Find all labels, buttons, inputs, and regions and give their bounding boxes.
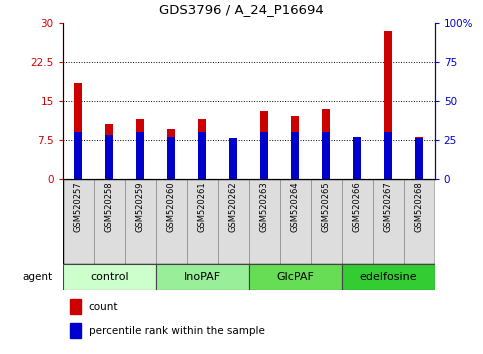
Bar: [229, 138, 237, 179]
Bar: [291, 132, 299, 179]
Bar: [187, 179, 218, 264]
Text: control: control: [90, 272, 128, 282]
Bar: [373, 179, 404, 264]
Text: GSM520260: GSM520260: [167, 181, 176, 232]
Bar: [156, 179, 187, 264]
Bar: [136, 119, 144, 179]
Text: count: count: [89, 302, 118, 312]
Bar: [280, 179, 311, 264]
Bar: [342, 179, 373, 264]
Bar: [260, 111, 268, 179]
Text: GSM520267: GSM520267: [384, 181, 393, 232]
Polygon shape: [50, 269, 61, 285]
Bar: [156, 264, 249, 290]
Bar: [74, 132, 82, 179]
Bar: [311, 179, 342, 264]
Bar: [291, 116, 299, 179]
Bar: [322, 132, 330, 179]
Text: GSM520262: GSM520262: [229, 181, 238, 232]
Text: GSM520263: GSM520263: [260, 181, 269, 232]
Bar: [260, 132, 268, 179]
Bar: [168, 130, 175, 179]
Bar: [415, 138, 423, 179]
Bar: [63, 264, 156, 290]
Bar: [125, 179, 156, 264]
Bar: [168, 137, 175, 179]
Bar: [404, 179, 435, 264]
Bar: [70, 299, 82, 314]
Text: GSM520261: GSM520261: [198, 181, 207, 232]
Bar: [74, 83, 82, 179]
Bar: [136, 132, 144, 179]
Bar: [249, 264, 342, 290]
Bar: [384, 132, 392, 179]
Text: GSM520265: GSM520265: [322, 181, 331, 232]
Text: GSM520259: GSM520259: [136, 181, 145, 232]
Bar: [384, 31, 392, 179]
Bar: [322, 109, 330, 179]
Text: GlcPAF: GlcPAF: [276, 272, 314, 282]
Bar: [199, 119, 206, 179]
Text: GDS3796 / A_24_P16694: GDS3796 / A_24_P16694: [159, 3, 324, 16]
Bar: [70, 324, 82, 338]
Text: GSM520257: GSM520257: [74, 181, 83, 232]
Bar: [218, 179, 249, 264]
Bar: [105, 135, 113, 179]
Bar: [63, 179, 94, 264]
Text: percentile rank within the sample: percentile rank within the sample: [89, 326, 265, 336]
Bar: [354, 137, 361, 179]
Text: agent: agent: [23, 272, 53, 282]
Bar: [249, 179, 280, 264]
Bar: [105, 124, 113, 179]
Bar: [354, 140, 361, 179]
Bar: [229, 145, 237, 179]
Text: GSM520268: GSM520268: [415, 181, 424, 232]
Text: edelfosine: edelfosine: [359, 272, 417, 282]
Text: GSM520264: GSM520264: [291, 181, 300, 232]
Bar: [94, 179, 125, 264]
Bar: [199, 132, 206, 179]
Bar: [342, 264, 435, 290]
Text: GSM520258: GSM520258: [105, 181, 114, 232]
Bar: [415, 137, 423, 179]
Text: InoPAF: InoPAF: [184, 272, 221, 282]
Text: GSM520266: GSM520266: [353, 181, 362, 232]
